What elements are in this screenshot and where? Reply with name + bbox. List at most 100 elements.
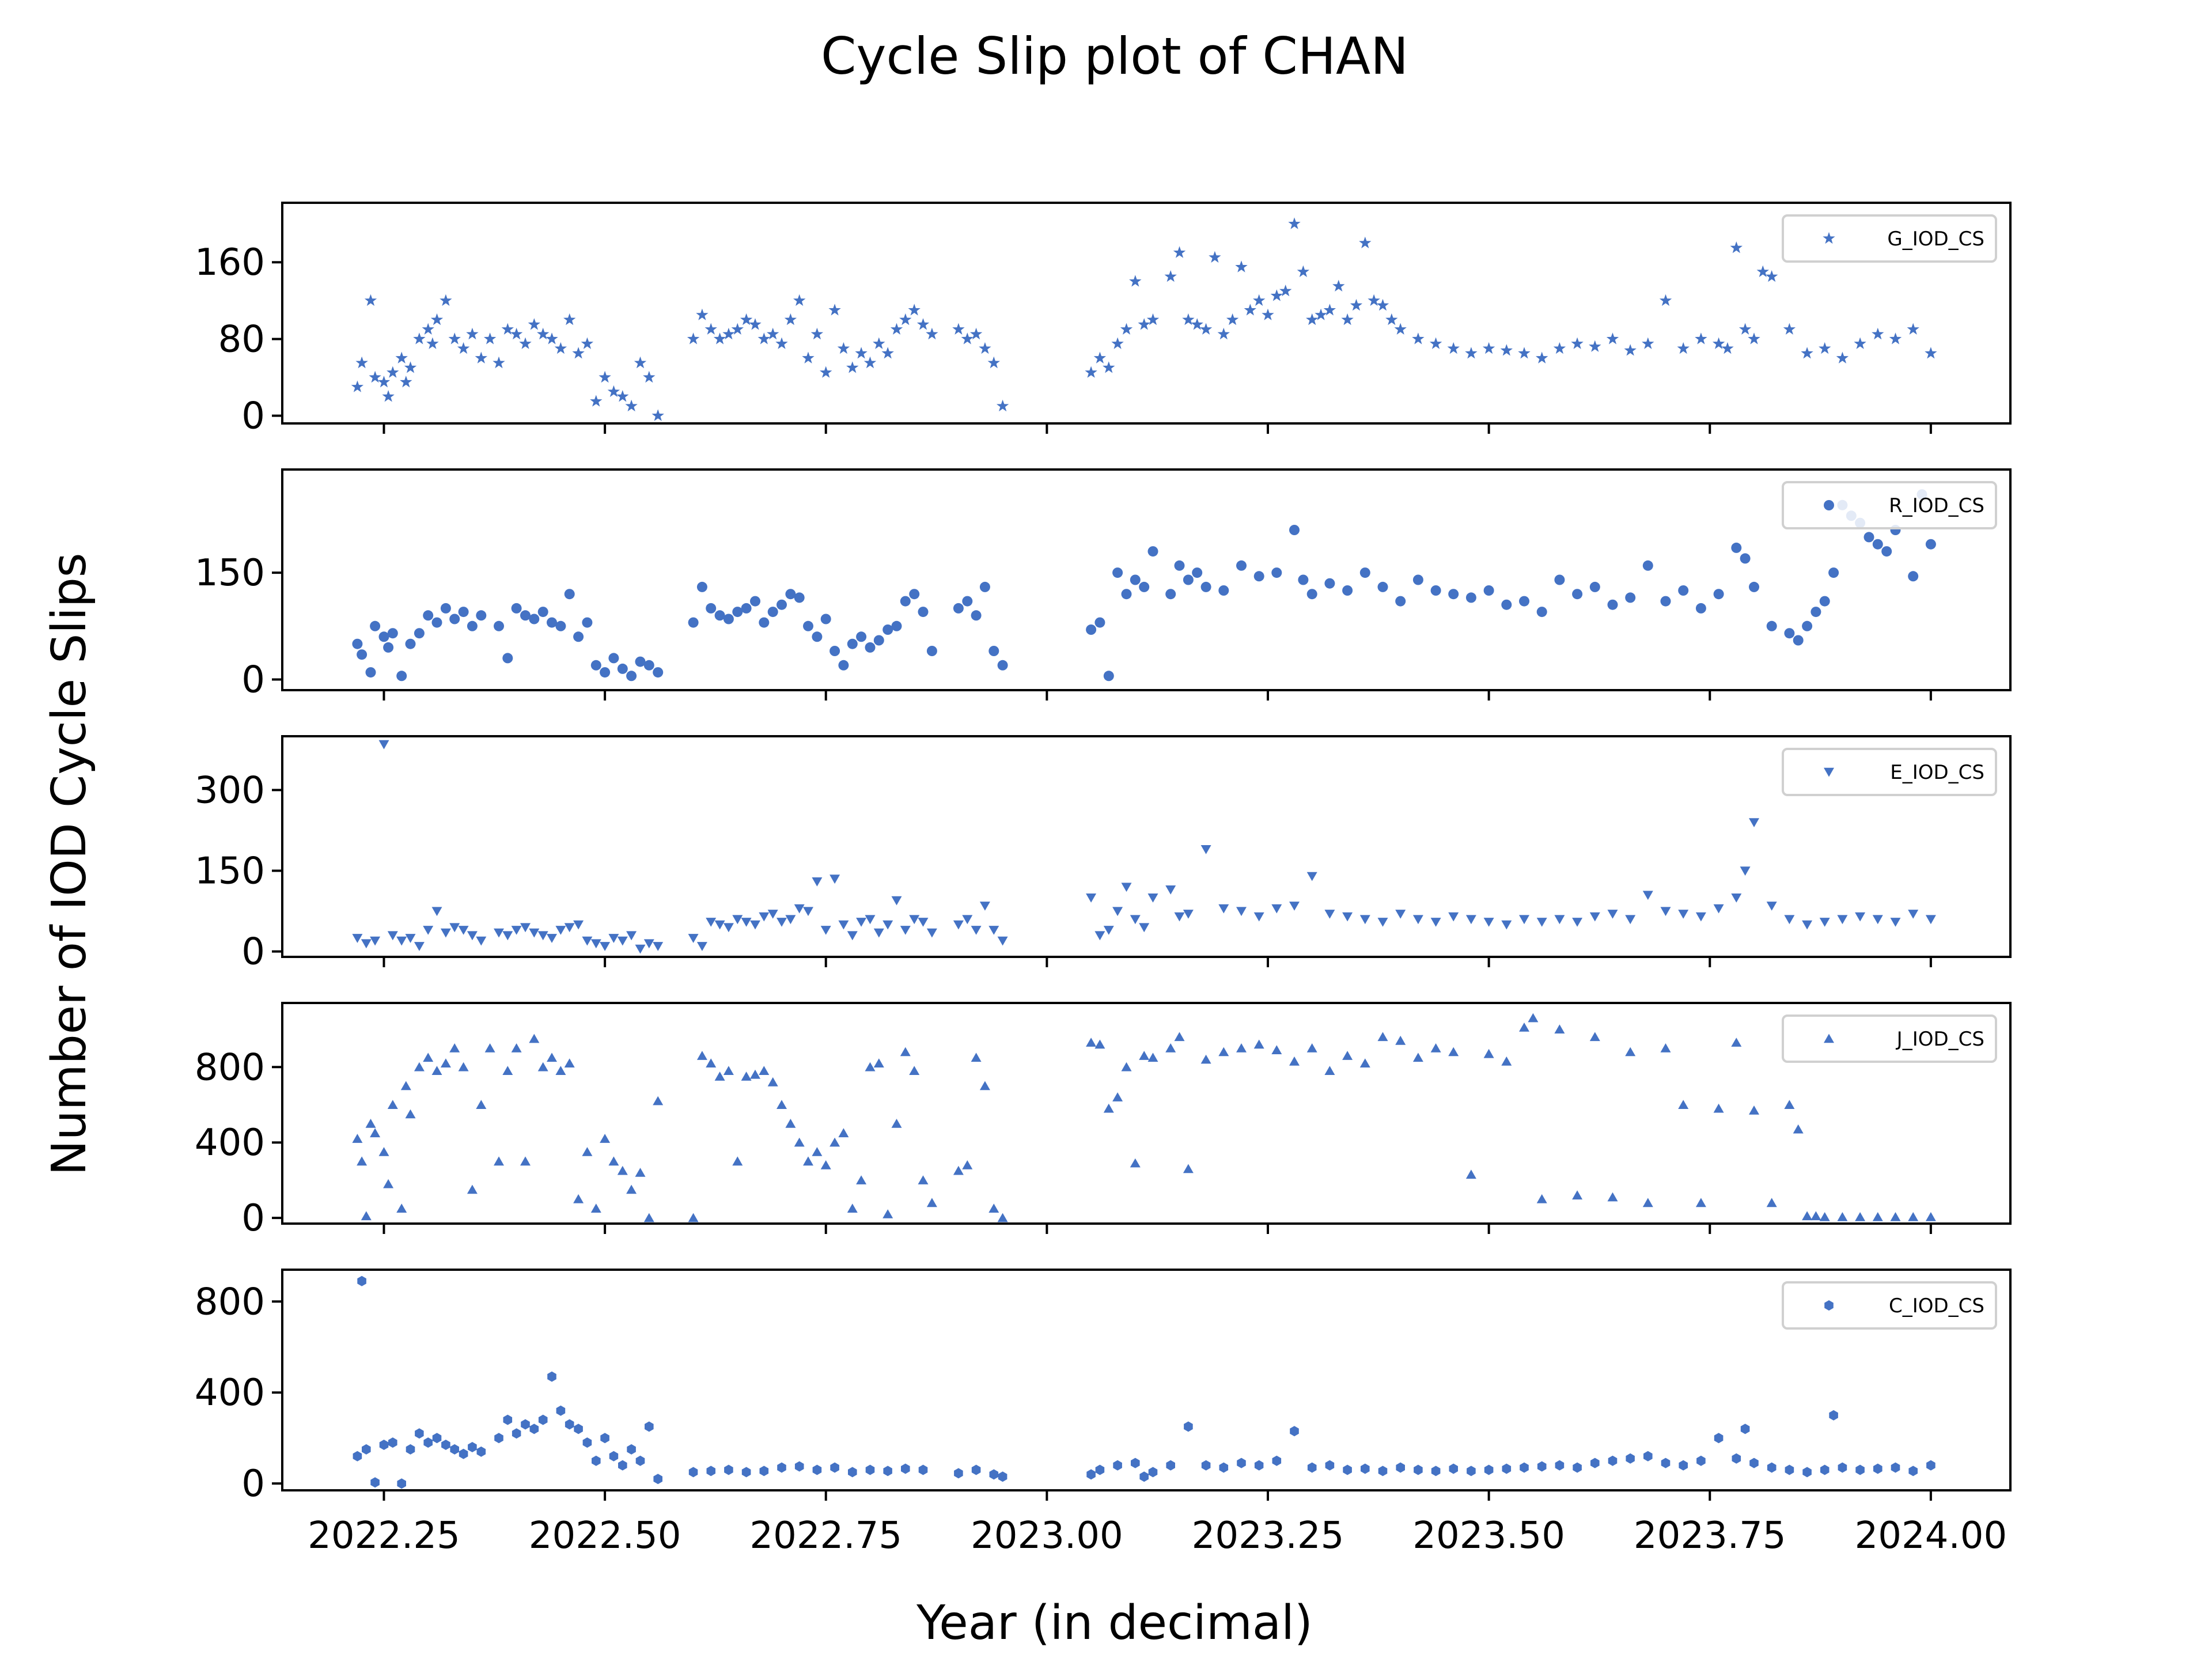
data-point (1660, 907, 1671, 917)
data-point (1925, 539, 1936, 550)
legend-marker (1823, 232, 1835, 244)
data-point (794, 1461, 804, 1472)
x-tick-label: 2022.50 (529, 1515, 681, 1557)
data-point (458, 1062, 469, 1072)
data-point (1626, 1453, 1635, 1464)
series-G_IOD_CS (351, 217, 1937, 421)
data-point (357, 1275, 366, 1286)
data-point (873, 928, 884, 938)
data-point (1802, 920, 1813, 930)
x-axis-label: Year (in decimal) (916, 1596, 1313, 1650)
data-point (856, 1175, 867, 1184)
data-point (1290, 1426, 1299, 1437)
data-point (643, 370, 656, 383)
data-point (741, 1467, 751, 1478)
data-point (1677, 342, 1690, 354)
data-point (1483, 585, 1494, 596)
axes-frame (281, 1269, 2012, 1491)
y-tick-label: 0 (241, 1463, 265, 1505)
data-point (1802, 1467, 1812, 1478)
data-point (1396, 1462, 1405, 1473)
data-point (714, 610, 725, 621)
data-point (1624, 344, 1637, 356)
data-point (1306, 589, 1317, 600)
data-point (1447, 342, 1460, 354)
x-tick-label: 2022.75 (749, 1515, 902, 1557)
data-point (810, 327, 824, 340)
data-point (387, 1100, 398, 1109)
data-point (1376, 298, 1389, 311)
data-point (382, 390, 395, 402)
data-point (449, 923, 460, 933)
data-point (1802, 1211, 1813, 1221)
data-point (1785, 1464, 1794, 1475)
data-point (1607, 599, 1618, 610)
data-point (1342, 585, 1353, 596)
data-point (1342, 1051, 1353, 1060)
data-point (405, 1109, 416, 1119)
data-point (521, 1419, 530, 1430)
data-point (635, 944, 646, 954)
data-point (767, 607, 778, 618)
data-point (396, 1203, 407, 1213)
data-point (608, 1156, 619, 1166)
data-point (1738, 323, 1752, 335)
data-point (1412, 332, 1425, 344)
data-point (1112, 907, 1123, 917)
data-point (1679, 1460, 1688, 1471)
data-point (1554, 1024, 1565, 1033)
data-point (1138, 318, 1150, 330)
data-point (971, 1053, 982, 1062)
data-point (1855, 1464, 1865, 1475)
data-point (635, 1455, 645, 1466)
data-point (450, 1444, 459, 1455)
data-point (1147, 894, 1158, 903)
legend: R_IOD_CS (1782, 481, 1997, 529)
data-point (458, 926, 469, 935)
data-point (582, 936, 593, 946)
data-point (405, 934, 416, 943)
legend-marker (1824, 500, 1834, 510)
data-point (582, 1437, 592, 1448)
data-point (1625, 915, 1636, 925)
data-point (468, 1442, 477, 1452)
data-point (652, 409, 664, 421)
data-point (1131, 1457, 1140, 1468)
data-point (1872, 539, 1883, 550)
data-point (547, 1371, 556, 1382)
data-point (1465, 1169, 1476, 1179)
data-point (777, 599, 787, 610)
data-point (440, 1058, 451, 1067)
data-point (1572, 1190, 1583, 1200)
data-point (405, 638, 416, 649)
data-point (1881, 546, 1892, 557)
data-point (1431, 1466, 1441, 1477)
data-point (926, 928, 937, 938)
data-point (609, 1451, 619, 1462)
data-point (634, 356, 647, 369)
data-point (749, 318, 762, 330)
data-point (1111, 337, 1124, 349)
data-point (365, 667, 376, 678)
data-point (1819, 1212, 1830, 1221)
data-point (1378, 1466, 1388, 1477)
data-point (837, 342, 850, 354)
data-point (547, 617, 557, 628)
data-point (1219, 1462, 1229, 1473)
data-point (1589, 1032, 1600, 1042)
data-point (1660, 1043, 1671, 1053)
data-point (1254, 1460, 1264, 1471)
data-point (1146, 313, 1160, 325)
data-point (397, 1478, 406, 1489)
data-point (378, 631, 389, 642)
data-point (1253, 294, 1266, 306)
data-point (449, 614, 460, 624)
data-point (600, 1433, 609, 1444)
data-point (687, 332, 700, 344)
data-point (1130, 574, 1141, 585)
data-point (365, 1119, 376, 1128)
data-point (1571, 337, 1584, 349)
data-point (1740, 866, 1751, 876)
data-point (916, 318, 930, 330)
